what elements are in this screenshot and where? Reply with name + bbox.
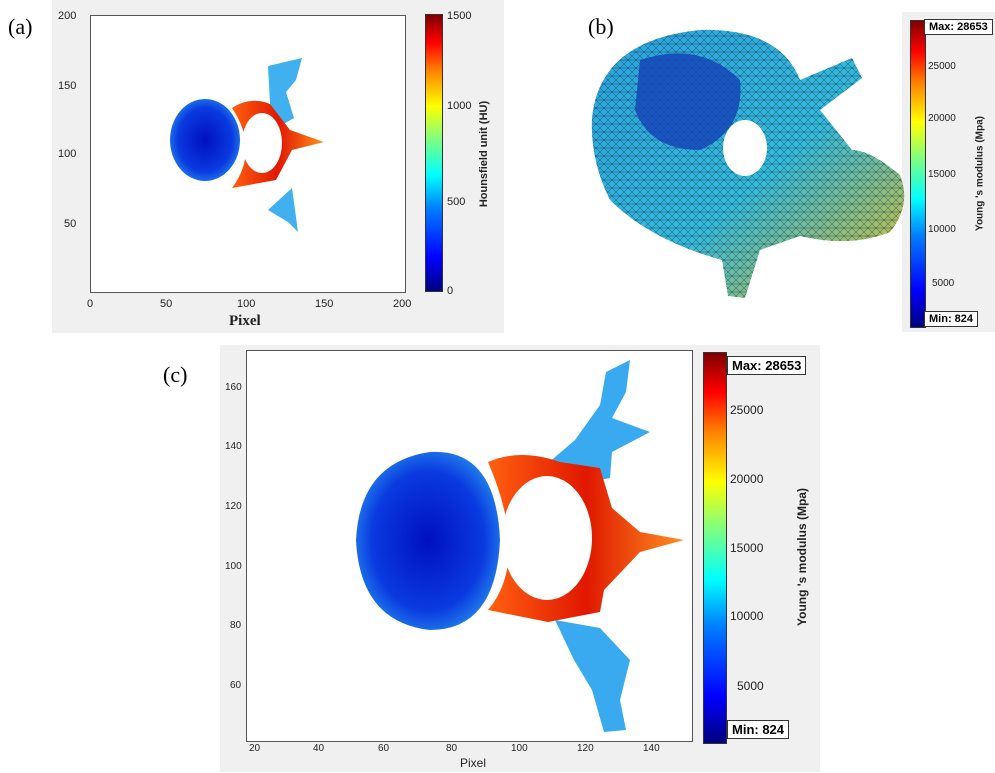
panel-c-xtick: 140 (643, 743, 660, 754)
panel-a-vertebra-shape (170, 58, 324, 232)
panel-c-ytick: 140 (225, 441, 242, 452)
panel-a-colorbar (425, 14, 443, 292)
panel-c-label: (c) (163, 362, 188, 387)
panel-a-xtick: 150 (315, 298, 334, 310)
panel-b-cbar-tick: 20000 (928, 113, 956, 124)
panel-a-cbar-tick: 1000 (447, 100, 472, 112)
panel-c-xtick: 100 (511, 743, 528, 754)
panel-c-vertebra-shape (356, 360, 684, 732)
panel-b-colorbar (910, 20, 926, 328)
panel-b-cbar-tick: 10000 (928, 224, 956, 235)
panel-c-ytick: 60 (230, 680, 242, 691)
panel-c-max-label: Max: 28653 (727, 356, 807, 375)
panel-b-cbar-tick: 15000 (928, 169, 956, 180)
panel-c-ytick: 120 (225, 501, 242, 512)
panel-a-ytick: 200 (58, 10, 77, 22)
panel-c-xtick: 80 (446, 743, 458, 754)
panel-c-xtick: 60 (378, 743, 390, 754)
panel-c-xtick: 120 (577, 743, 594, 754)
panel-c-xlabel: Pixel (460, 756, 487, 770)
panel-a-plot-area (90, 15, 406, 293)
panel-a-cbar-tick: 500 (447, 196, 466, 208)
panel-b-label: (b) (588, 14, 614, 39)
panel-a-xtick: 200 (393, 298, 412, 310)
panel-c-cbar-tick: 15000 (730, 541, 764, 555)
panel-b-vertebra-shape (591, 29, 905, 298)
panel-c-cbar-tick: 10000 (730, 609, 764, 623)
panel-c-ytick: 80 (230, 620, 242, 631)
panel-c-cbar-tick: 20000 (730, 472, 764, 486)
panel-a-cbar-tick: 0 (447, 285, 454, 297)
panel-a-xtick: 50 (160, 298, 173, 310)
panel-a-ytick: 150 (58, 80, 77, 92)
panel-a-xtick: 0 (87, 298, 94, 310)
panel-c-cbar-tick: 5000 (737, 679, 764, 693)
panel-c-colorbar (703, 352, 727, 744)
panel-a-ytick: 50 (64, 218, 77, 230)
panel-a-xtick: 100 (237, 298, 256, 310)
panel-c-xtick: 40 (313, 743, 325, 754)
panel-b-cbar-tick: 5000 (932, 278, 955, 289)
panel-a-xlabel: Pixel (229, 313, 261, 329)
panel-c-cbar-tick: 25000 (730, 403, 764, 417)
panel-b-min-label: Min: 824 (924, 311, 979, 327)
panel-a-cbar-tick: 1500 (447, 10, 472, 22)
panel-a-ytick: 100 (58, 148, 77, 160)
panel-b-cbar-tick: 25000 (928, 61, 956, 72)
panel-b-max-label: Max: 28653 (924, 19, 993, 35)
panel-c-min-label: Min: 824 (727, 720, 790, 739)
panel-a-label: (a) (8, 14, 33, 39)
panel-c-ytick: 160 (225, 382, 242, 393)
panel-c-xtick: 20 (249, 743, 261, 754)
panel-c-ytick: 100 (225, 561, 242, 572)
